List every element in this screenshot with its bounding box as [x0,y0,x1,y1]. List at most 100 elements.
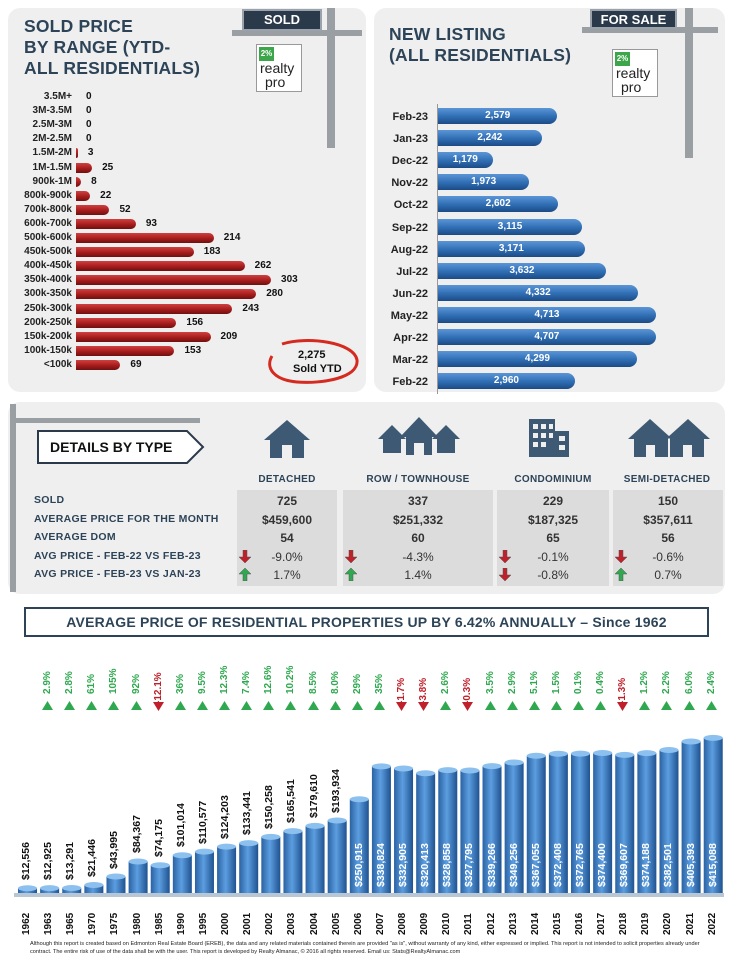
annual-change-label: -0.3% [462,677,474,704]
listing-month-label: Jan-23 [393,133,428,146]
annual-change-label: 1.5% [550,671,562,694]
annual-change-label: 3.5% [484,671,496,694]
annual-price-bar-cap [261,833,281,840]
listing-month-label: Feb-23 [392,111,428,123]
annual-price-bar-cap [526,752,546,759]
annual-price-bar [106,876,126,893]
condominium-icon [529,419,569,457]
listing-value-label: 4,713 [534,308,560,320]
annual-value-label: $12,925 [42,842,55,881]
listing-month-label: Feb-22 [392,376,428,389]
annual-change-label: 29% [351,673,363,694]
listing-month-label: Jul-22 [396,265,428,278]
sold-range-value-label: 52 [119,203,131,215]
listing-month-label: Sep-22 [391,221,428,234]
annual-value-label: $415,088 [706,843,719,887]
annual-year-label: 2019 [640,912,652,935]
annual-price-bar [150,865,170,893]
listing-bar [438,108,558,124]
listing-value-label: 3,171 [498,242,524,254]
sold-range-value-label: 0 [86,105,92,117]
listing-value-label: 4,299 [524,353,550,365]
annual-price-bar-cap [84,881,104,888]
annual-value-label: $133,441 [241,791,254,836]
sold-title: SOLD PRICE BY RANGE (YTD- ALL RESIDENTIA… [24,16,200,79]
details-sold-value: 150 [657,494,679,508]
up-triangle-icon [506,698,518,710]
annual-growth-banner: AVERAGE PRICE OF RESIDENTIAL PROPERTIES … [24,607,709,637]
sold-range-category-label: 300k-350k [24,288,72,300]
row-label-mom: AVG PRICE - FEB-23 VS JAN-23 [34,568,201,580]
annual-value-label: $165,541 [285,779,298,824]
sold-panel [8,8,366,392]
annual-value-label: $110,577 [196,800,209,844]
annual-change-label: 1.2% [639,671,651,694]
sold-sign: SOLD [242,9,322,31]
logo-line1: realty [616,65,651,81]
up-triangle-icon [528,698,540,710]
logo-line1: realty [260,60,295,76]
annual-price-bar [239,843,259,893]
annual-value-label: $150,258 [263,785,276,829]
sold-range-bar [76,317,177,328]
logo-line2: pro [621,79,642,95]
annual-change-label: 105% [108,668,120,694]
up-triangle-icon [595,698,607,710]
sold-range-category-label: 500k-600k [24,232,72,243]
down-triangle-icon [462,698,474,711]
sold-range-bar [76,289,257,300]
up-triangle-icon [661,698,673,710]
annual-year-label: 2012 [485,912,497,935]
sold-range-bar [76,261,245,272]
sold-title-line-1: SOLD PRICE [24,16,133,36]
annual-value-label: $74,175 [152,819,165,858]
annual-value-label: $339,266 [485,843,498,887]
row-label-avg-dom: AVERAGE DOM [34,531,116,543]
annual-year-label: 2018 [618,912,630,935]
sold-range-bar [76,331,211,342]
annual-price-bar-cap [703,734,723,741]
annual-price-bar-cap [305,822,325,829]
annual-change-label: 36% [174,673,186,694]
annual-change-label: 7.4% [241,671,253,694]
annual-price-bar-cap [615,751,635,758]
sold-range-category-label: 1.5M-2M [32,147,72,159]
up-triangle-icon [351,698,363,710]
details-dom-value: 65 [546,531,560,545]
listing-month-label: Oct-22 [393,199,428,212]
logo-line2: pro [265,74,286,90]
sold-range-bar [76,275,272,286]
details-sold-value: 229 [542,494,564,508]
details-yoy-value: -4.3% [402,550,434,564]
down-arrow-icon [238,549,252,564]
up-triangle-icon [683,698,695,710]
annual-year-label: 2008 [397,912,409,935]
annual-value-label: $43,995 [108,830,121,869]
annual-year-label: 2016 [574,912,585,935]
annual-price-bar-cap [504,759,524,766]
details-dom-value: 54 [280,531,294,545]
annual-value-label: $405,393 [684,843,697,887]
annual-year-label: 2014 [529,912,541,935]
down-triangle-icon [617,698,629,711]
annual-price-bar-cap [40,885,60,892]
up-triangle-icon [130,698,142,710]
up-triangle-icon [440,698,452,710]
annual-price-bar-cap [548,750,568,757]
details-avg-price-value: $251,332 [392,513,444,527]
annual-price-bar [128,861,148,893]
down-arrow-icon [344,549,358,564]
annual-price-bar-cap [18,885,37,892]
annual-value-label: $124,203 [219,794,232,839]
details-sign-arm [10,418,200,423]
annual-value-label: $250,915 [352,843,365,887]
annual-value-label: $349,256 [507,843,520,887]
sold-range-bar [76,148,78,159]
annual-value-label: $179,610 [307,774,320,818]
townhouse-icon [378,417,460,455]
sold-range-value-label: 156 [186,316,204,328]
listing-value-label: 3,115 [497,220,523,232]
annual-change-label: 10.2% [285,665,297,694]
listing-month-label: Mar-22 [392,354,428,367]
annual-year-label: 2003 [286,912,298,935]
